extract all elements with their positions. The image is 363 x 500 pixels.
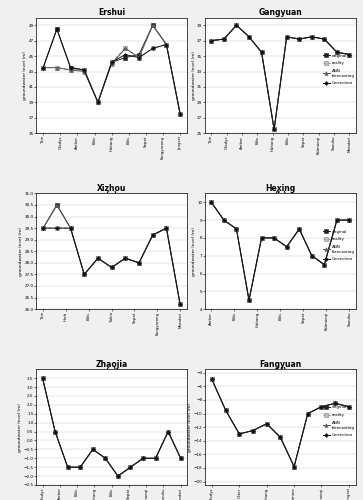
Text: (d): (d) (274, 367, 287, 376)
Text: (c): (c) (106, 367, 118, 376)
Title: Hexing: Hexing (265, 184, 295, 192)
Y-axis label: groundwater level (m): groundwater level (m) (188, 402, 192, 452)
Title: Ershui: Ershui (98, 8, 125, 16)
Title: Xizhou: Xizhou (97, 184, 126, 192)
Text: (b): (b) (274, 191, 287, 200)
Legend: original, reality, ANN
forecasting, Correction: original, reality, ANN forecasting, Corr… (322, 229, 355, 262)
Y-axis label: groundwater level (m): groundwater level (m) (192, 227, 196, 276)
Y-axis label: groundwater level (m): groundwater level (m) (23, 51, 27, 100)
Text: (a): (a) (106, 191, 118, 200)
Legend: original, reality, ANN
forecasting, Correction: original, reality, ANN forecasting, Corr… (322, 53, 355, 86)
Y-axis label: groundwater level (m): groundwater level (m) (19, 227, 23, 276)
Y-axis label: groundwater level (m): groundwater level (m) (18, 402, 22, 452)
Title: Fangyuan: Fangyuan (259, 360, 302, 368)
Legend: original, reality, ANN
forecasting, Correction: original, reality, ANN forecasting, Corr… (322, 405, 355, 438)
Title: Gangyuan: Gangyuan (258, 8, 302, 16)
Title: Zhaojia: Zhaojia (95, 360, 128, 368)
Y-axis label: groundwater level (m): groundwater level (m) (192, 51, 196, 100)
